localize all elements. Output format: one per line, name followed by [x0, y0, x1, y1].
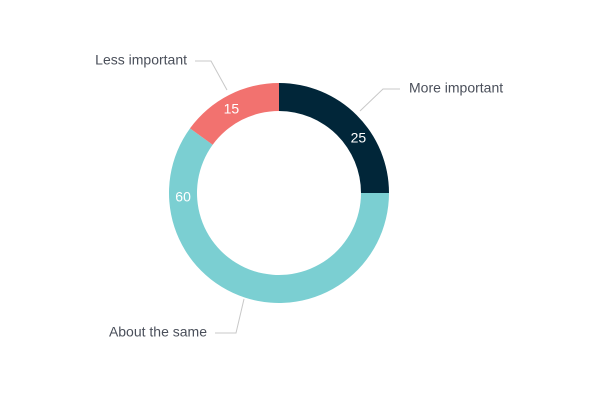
leader-lines — [195, 60, 400, 334]
slice-about-the-same[interactable] — [168, 128, 389, 304]
leader-line-less-important — [195, 60, 228, 91]
slice-value-labels: 25 60 15 — [175, 100, 366, 204]
leader-line-more-important — [359, 88, 400, 112]
slice-less-important[interactable] — [190, 83, 279, 145]
category-label-about-the-same: About the same — [109, 324, 207, 340]
value-label-more-important: 25 — [351, 130, 367, 146]
category-label-less-important: Less important — [95, 52, 187, 68]
slice-more-important[interactable] — [279, 83, 389, 193]
category-label-more-important: More important — [409, 80, 503, 96]
donut-slices — [168, 83, 389, 304]
leader-line-about-the-same — [215, 298, 245, 334]
category-labels: More important About the same Less importa… — [95, 52, 503, 340]
value-label-less-important: 15 — [224, 100, 240, 116]
value-label-about-the-same: 60 — [175, 189, 191, 205]
